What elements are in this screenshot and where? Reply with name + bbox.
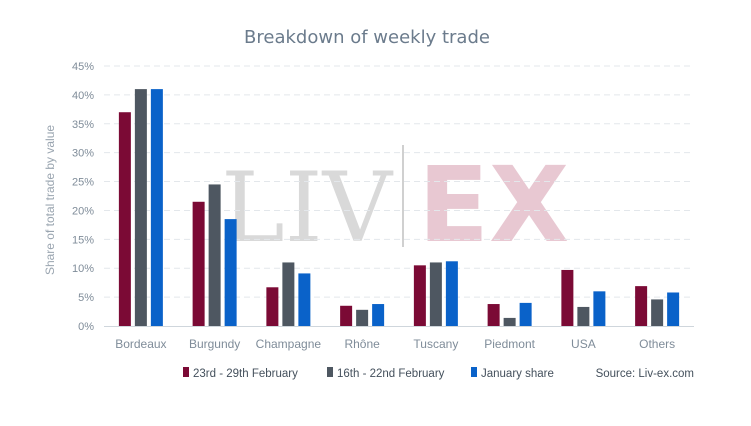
legend-swatch [183,367,189,377]
bar [298,273,311,326]
bar [224,219,237,326]
y-tick-label: 5% [78,292,94,304]
legend: 23rd - 29th February 16th - 22nd February… [183,367,554,380]
y-tick-label: 10% [72,263,94,275]
y-tick-label: 15% [72,234,94,246]
bar [340,305,353,326]
x-tick-label: Tuscany [413,337,458,351]
bar [487,304,500,326]
y-tick-label: 20% [72,205,94,217]
legend-entry: 23rd - 29th February [193,368,298,380]
y-tick-label: 30% [72,148,94,160]
gridlines [104,65,694,298]
source-note: Source: Liv-ex.com [596,368,694,380]
bar [192,201,205,326]
bar [651,299,664,326]
liv-ex-watermark: LIV EX [221,144,569,266]
bar [593,291,606,326]
legend-entry: 16th - 22nd February [337,368,445,380]
bar [667,292,680,326]
x-axis-categories: Bordeaux Burgundy Champagne Rhône Tuscany Pie… [115,337,675,351]
x-tick-label: Champagne [256,337,322,351]
bar [429,262,442,326]
bar [134,89,147,326]
chart-title: Breakdown of weekly trade [244,27,490,48]
bar [266,287,279,326]
bar [519,302,532,326]
bar [413,265,426,326]
legend-swatch [471,367,477,377]
x-tick-label: Piedmont [484,337,535,351]
x-tick-label: Burgundy [189,337,240,351]
watermark-liv: LIV [221,152,394,264]
bar [635,286,648,326]
y-tick-label: 35% [72,119,94,131]
bars [118,89,680,326]
bar [445,261,458,326]
bar [150,89,163,326]
bar [282,262,295,326]
bar [356,309,369,326]
bar [118,112,131,326]
y-tick-label: 0% [78,321,94,333]
bar [577,306,590,326]
bar [503,317,516,326]
y-tick-label: 25% [72,177,94,189]
x-tick-label: Others [639,337,675,351]
x-tick-label: Rhône [344,337,380,351]
y-axis-label: Share of total trade by value [43,125,57,275]
x-tick-label: Bordeaux [115,337,166,351]
legend-entry: January share [481,368,554,380]
watermark-ex: EX [418,144,569,266]
watermark-divider [402,145,404,247]
bar [561,269,574,326]
legend-swatch [327,367,333,377]
y-tick-label: 40% [72,90,94,102]
y-tick-label: 45% [72,61,94,73]
bar [372,304,385,326]
x-tick-label: USA [571,337,596,351]
y-axis-ticks: 0% 5% 10% 15% 20% 25% 30% 35% 40% 45% [72,61,94,333]
bar [208,184,221,326]
